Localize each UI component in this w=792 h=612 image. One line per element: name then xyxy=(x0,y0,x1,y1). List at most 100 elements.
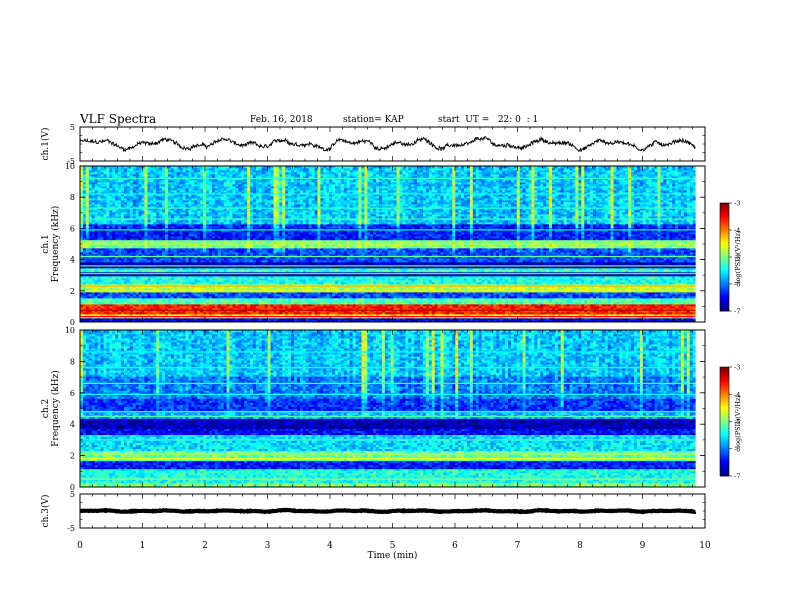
spectrogram-cell xyxy=(567,318,570,320)
spectrogram-cell xyxy=(177,318,180,320)
spectrogram-cell xyxy=(423,318,426,320)
spectrogram-cell xyxy=(335,318,338,320)
spectrogram-cell xyxy=(534,318,537,320)
spectrogram-cell xyxy=(209,318,212,320)
spectrogram-cell xyxy=(619,318,622,320)
waveform-trace xyxy=(80,137,696,152)
spectrogram-cell xyxy=(590,318,593,320)
spectrogram-cell xyxy=(373,318,376,320)
spectrogram-cell xyxy=(458,318,461,320)
spectrogram-cell xyxy=(332,318,335,320)
spectrogram-cell xyxy=(526,318,529,320)
spectrogram-cell xyxy=(608,318,611,320)
spectrogram-cell xyxy=(599,318,602,320)
spectrogram-cell xyxy=(652,318,655,320)
spectrogram-cell xyxy=(622,318,625,320)
spectrogram-cell xyxy=(186,318,189,320)
spectrogram-cell xyxy=(115,312,118,314)
spectrogram-cell xyxy=(523,318,526,320)
spectrogram-cell xyxy=(112,318,115,320)
spectrogram-cell xyxy=(446,318,449,320)
spectrogram-cell xyxy=(658,318,661,320)
spectrogram-cell xyxy=(400,318,403,320)
spectrogram-cell xyxy=(426,318,429,320)
spectrogram-cell xyxy=(312,318,315,320)
spectrogram-cell xyxy=(546,318,549,320)
spectrogram-cell xyxy=(549,318,552,320)
spectrogram-cell xyxy=(103,312,106,314)
spectrogram-cell xyxy=(221,318,224,320)
spectrogram-cell xyxy=(540,318,543,320)
spectrogram-cell xyxy=(235,318,238,320)
spectrogram-cell xyxy=(109,318,112,320)
spectrogram-cell xyxy=(276,318,279,320)
spectrogram-cell xyxy=(317,318,320,320)
spectrogram-cell xyxy=(118,312,121,314)
spectrogram-cell xyxy=(288,318,291,320)
spectrogram-cell xyxy=(470,318,473,320)
spectrogram-cell xyxy=(637,318,640,320)
spectrogram-cell xyxy=(238,318,241,320)
spectrogram-cell xyxy=(531,318,534,320)
spectrogram-cell xyxy=(282,318,285,320)
spectrogram-cell xyxy=(218,318,221,320)
spectrogram-cell xyxy=(359,318,362,320)
spectrogram-cell xyxy=(646,318,649,320)
spectrogram-cell xyxy=(112,312,115,314)
spectrogram-cell xyxy=(444,318,447,320)
spectrogram-cell xyxy=(95,312,98,314)
spectrogram-cell xyxy=(461,318,464,320)
spectrogram-cell xyxy=(388,318,391,320)
spectrogram-cell xyxy=(570,318,573,320)
spectrogram-cell xyxy=(124,312,127,314)
spectrogram-cell xyxy=(432,318,435,320)
plots-svg: -55ch.1(V) 0246810ch.1 Frequency (kHz) 02… xyxy=(0,0,792,612)
spectrogram-cell xyxy=(183,318,186,320)
spectrogram-cell xyxy=(464,318,467,320)
spectrogram-cell xyxy=(244,318,247,320)
spectrogram-cell xyxy=(156,318,159,320)
spectrogram-cell xyxy=(499,318,502,320)
spectrogram-cell xyxy=(394,318,397,320)
spectrogram-cell xyxy=(142,318,145,320)
spectrogram-cell xyxy=(473,318,476,320)
spectrogram-cell xyxy=(573,318,576,320)
spectrogram-cell xyxy=(174,318,177,320)
spectrogram-cell xyxy=(98,312,101,314)
spectrogram-cell xyxy=(370,318,373,320)
spectrogram-cell xyxy=(350,318,353,320)
spectrogram-cell xyxy=(253,318,256,320)
spectrogram-cell xyxy=(271,318,274,320)
spectrogram-cell xyxy=(285,318,288,320)
spectrogram-cell xyxy=(681,318,684,320)
spectrogram-cell xyxy=(611,318,614,320)
spectrogram-cell xyxy=(303,318,306,320)
spectrogram-cell xyxy=(634,318,637,320)
spectrogram-cell xyxy=(83,318,86,320)
spectrogram-cell xyxy=(649,318,652,320)
spectrogram-cell xyxy=(543,318,546,320)
spectrogram-cell xyxy=(259,318,262,320)
spectrogram-cell xyxy=(537,318,540,320)
spectrogram-cell xyxy=(121,318,124,320)
spectrogram-cell xyxy=(168,318,171,320)
spectrogram-cell xyxy=(505,318,508,320)
spectrogram-cell xyxy=(83,312,86,314)
spectrogram-cell xyxy=(101,318,104,320)
spectrogram-cell xyxy=(487,318,490,320)
spectrogram-cell xyxy=(300,318,303,320)
spectrogram-cell xyxy=(92,312,95,314)
spectrogram-cell xyxy=(675,318,678,320)
spectrogram-cell xyxy=(508,318,511,320)
spectrogram-cell xyxy=(672,318,675,320)
spectrogram-cell xyxy=(490,318,493,320)
y-axis-label: ch.1(V) xyxy=(40,128,51,161)
spectrogram-cell xyxy=(379,318,382,320)
spectrogram-cell xyxy=(273,318,276,320)
spectrogram-cell xyxy=(435,318,438,320)
spectrogram-cell xyxy=(449,318,452,320)
spectrogram-cell xyxy=(596,318,599,320)
spectrogram-cell xyxy=(584,318,587,320)
spectrogram-cell xyxy=(323,318,326,320)
spectrogram-cell xyxy=(496,318,499,320)
